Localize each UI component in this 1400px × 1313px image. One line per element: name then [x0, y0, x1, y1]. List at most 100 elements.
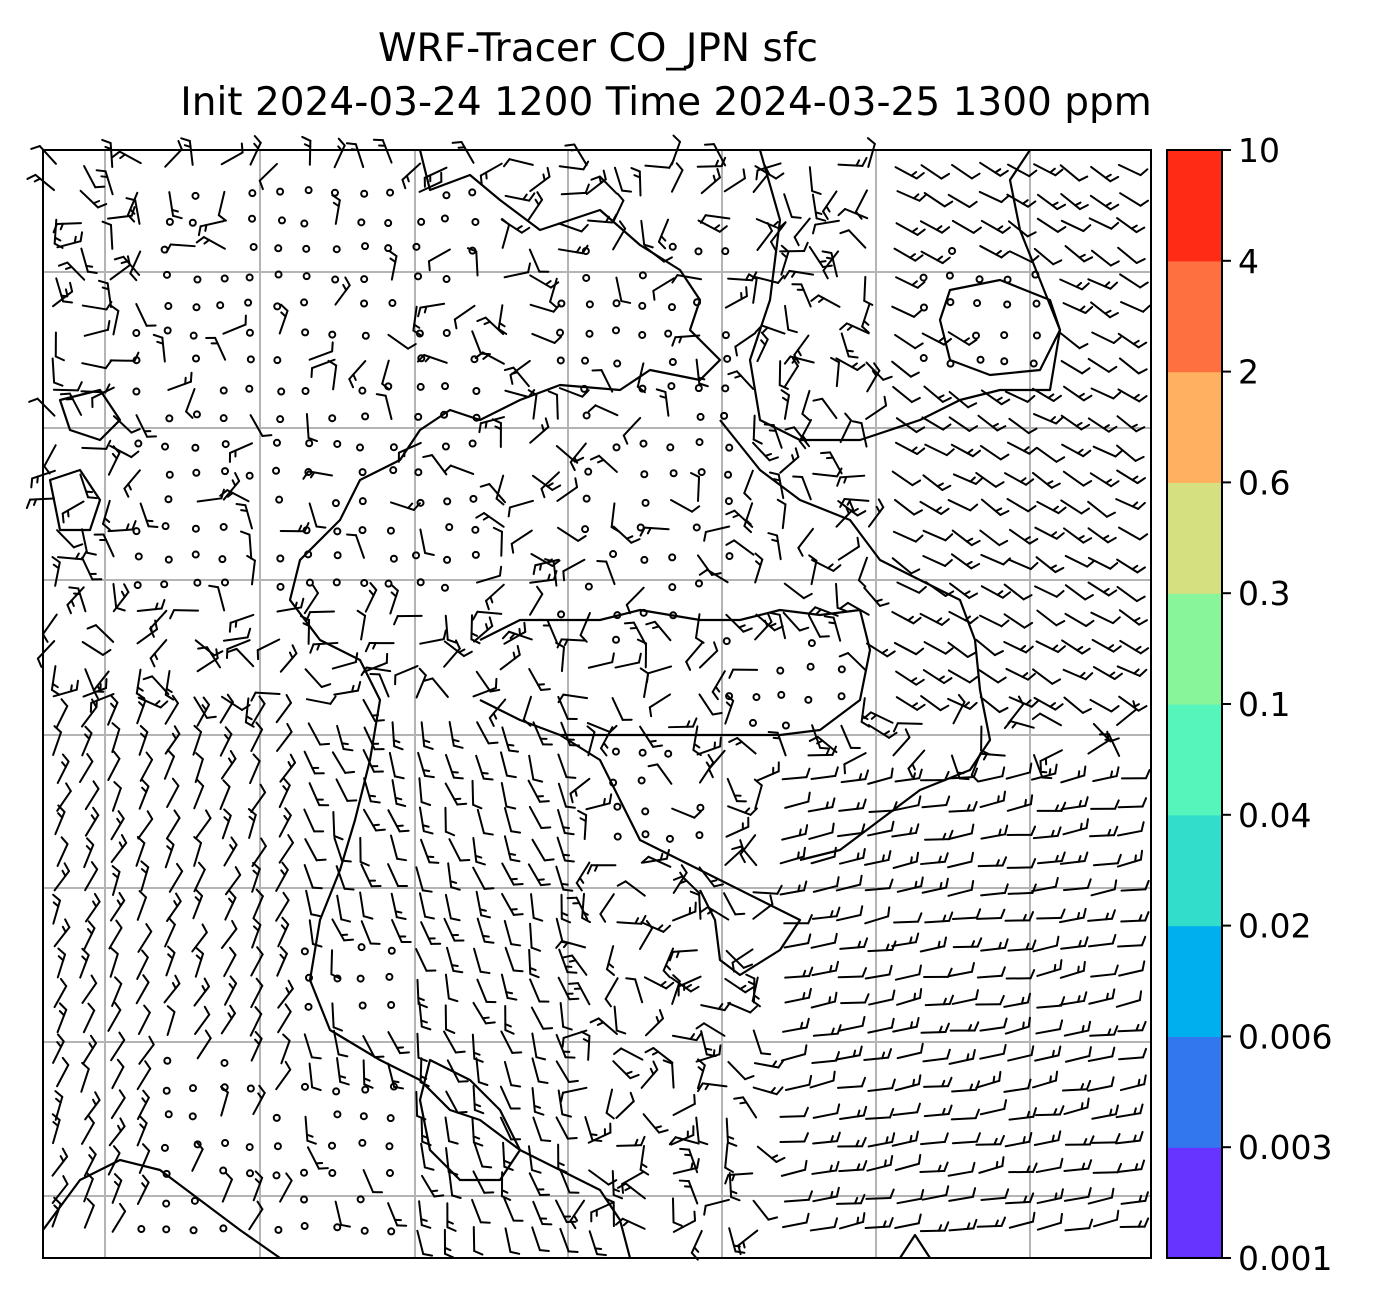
wind-barb: [416, 353, 448, 364]
wind-barb: [560, 893, 572, 924]
wind-barb-calm: [696, 803, 705, 812]
wind-barb: [417, 302, 446, 318]
wind-barb-calm: [724, 497, 733, 506]
wind-barb: [947, 641, 977, 658]
wind-barb: [784, 426, 811, 448]
wind-barb: [331, 751, 356, 774]
wind-barb-calm: [722, 637, 731, 646]
wind-barb: [1089, 825, 1119, 838]
wind-barb: [752, 1029, 772, 1056]
wind-barb-calm: [358, 526, 367, 535]
wind-barb: [599, 726, 614, 757]
wind-barb: [811, 219, 840, 235]
wind-barb: [221, 1171, 233, 1203]
wind-barb: [1063, 1159, 1093, 1172]
wind-barb: [475, 754, 494, 781]
wind-barb: [531, 838, 555, 862]
wind-barb-calm: [301, 386, 310, 395]
wind-barb-calm: [440, 410, 449, 419]
wind-barb: [977, 414, 1007, 432]
wind-barb: [393, 614, 423, 626]
wind-barb: [1119, 639, 1150, 655]
wind-barb: [952, 693, 966, 725]
wind-barb: [645, 620, 672, 642]
wind-barb: [977, 668, 1007, 684]
wind-barb: [303, 808, 325, 833]
wind-barb-calm: [276, 187, 285, 196]
wind-barb: [79, 189, 108, 209]
wind-barb: [308, 502, 327, 529]
wind-barb: [152, 333, 166, 363]
wind-barb-calm: [218, 555, 227, 564]
wind-barb: [978, 1156, 1005, 1174]
wind-barb: [947, 331, 978, 346]
wind-barb: [864, 850, 892, 866]
wind-barb-calm: [164, 1110, 173, 1119]
wind-barb: [809, 1070, 836, 1089]
wind-barb-calm: [641, 498, 650, 507]
colorbar-tick-label: 0.001: [1238, 1239, 1332, 1278]
wind-barb-calm: [132, 329, 141, 338]
wind-barb: [703, 525, 731, 542]
wind-barb: [808, 735, 838, 754]
wind-barb: [1116, 1159, 1146, 1174]
wind-barb: [56, 753, 70, 784]
wind-barb: [866, 137, 876, 168]
wind-barb: [499, 1116, 522, 1141]
wind-barb: [185, 388, 196, 419]
wind-barb-calm: [219, 522, 228, 531]
wind-barb: [1063, 1187, 1092, 1202]
wind-barb: [752, 1086, 784, 1096]
wind-barb-calm: [358, 1138, 367, 1147]
wind-barb: [419, 528, 435, 556]
wind-barb: [1118, 526, 1149, 541]
wind-barb-calm: [724, 470, 733, 479]
wind-barb: [703, 1198, 730, 1216]
wind-barb: [733, 1096, 758, 1119]
wind-barb: [82, 1002, 96, 1034]
wind-barb: [476, 316, 505, 336]
wind-barb: [895, 222, 926, 236]
wind-barb: [867, 724, 898, 739]
wind-barb: [334, 276, 351, 306]
wind-barb: [415, 667, 427, 699]
wind-barb: [763, 423, 783, 449]
wind-barb-calm: [638, 330, 647, 339]
wind-barb: [304, 1115, 317, 1145]
wind-barb: [587, 1122, 612, 1144]
wind-barb-calm: [359, 1112, 368, 1121]
wind-barb: [837, 536, 860, 561]
wind-barb: [1092, 1209, 1120, 1228]
wind-barb: [671, 334, 701, 347]
wind-barb: [1087, 933, 1117, 948]
wind-barb-calm: [164, 495, 173, 504]
wind-barb: [258, 162, 278, 191]
wind-barb: [279, 644, 298, 673]
wind-barb: [51, 1147, 69, 1177]
wind-barb: [781, 767, 811, 781]
wind-barb: [976, 908, 1006, 920]
wind-barb-calm: [330, 188, 339, 197]
wind-barb: [891, 305, 922, 318]
wind-barb-calm: [300, 1168, 309, 1177]
colorbar-tick-label: 0.04: [1238, 796, 1311, 835]
wind-barb-calm: [1000, 357, 1009, 366]
wind-barb: [420, 1116, 432, 1147]
wind-barb: [979, 1043, 1007, 1060]
wind-barb: [1098, 733, 1121, 757]
wind-barb: [894, 441, 926, 455]
wind-barb: [980, 219, 1011, 234]
wind-barb: [472, 1001, 496, 1025]
wind-barb: [387, 333, 417, 350]
wind-barb: [1060, 193, 1089, 211]
wind-barb: [246, 554, 256, 586]
wind-barb: [754, 165, 785, 180]
wind-barb: [308, 1062, 322, 1092]
wind-barb: [840, 724, 861, 749]
colorbar-tick-label: 2: [1238, 353, 1259, 392]
wind-barb: [111, 781, 122, 812]
wind-barb: [1034, 526, 1065, 540]
wind-barb-calm: [384, 382, 393, 391]
wind-barb: [194, 752, 204, 784]
wind-barb-calm: [416, 578, 425, 587]
